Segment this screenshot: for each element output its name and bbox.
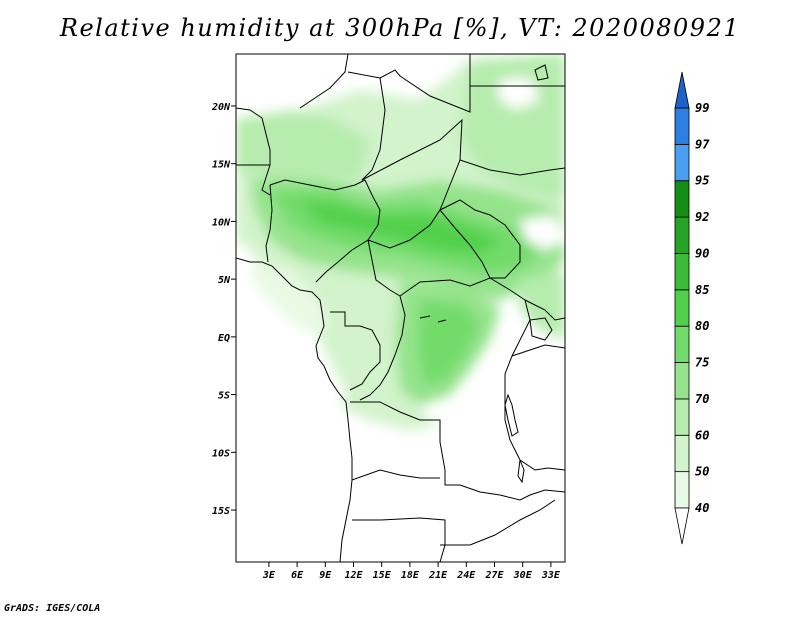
country-boundaries [236,54,565,562]
lon-tick-label: 15E [373,570,392,581]
humidity-shading [236,54,565,562]
lon-tick-label: 12E [344,570,363,581]
colorbar-label: 90 [695,246,709,260]
colorbar-below-triangle [674,507,690,545]
colorbar-label: 80 [695,319,709,333]
lon-tick-label: 9E [319,570,332,581]
credit-text: GrADS: IGES/COLA [4,603,101,614]
lat-tick-label: 10N [212,217,231,228]
colorbar-label: 50 [695,465,709,479]
lat-tick-label: 5N [218,275,231,286]
colorbar-label: 60 [695,428,709,442]
colorbar-label: 75 [695,356,709,370]
colorbar-swatch [674,362,690,400]
lat-tick-label: 15N [212,160,231,171]
map-frame [235,53,566,563]
colorbar: 40 50 60 70 75 80 85 90 92 95 97 99 [674,71,710,545]
lon-tick-label: 30E [513,570,533,581]
colorbar-swatch [674,216,690,254]
colorbar-above-triangle [674,71,690,109]
lat-tick-label: 15S [212,506,230,517]
colorbar-swatch [674,180,690,218]
latitude-axis: 20N 15N 10N 5N EQ 5S 10S 15S [211,102,236,517]
colorbar-swatch [674,143,690,182]
lat-tick-label: 20N [211,102,231,113]
colorbar-swatch [674,107,690,145]
colorbar-swatch [674,434,690,473]
colorbar-label: 92 [695,210,709,224]
colorbar-swatch [674,325,690,363]
map-title: Relative humidity at 300hPa [%], VT: 202… [59,14,741,42]
colorbar-label: 85 [695,283,709,297]
colorbar-label: 95 [695,174,709,188]
colorbar-swatch [674,471,690,509]
lon-tick-label: 33E [541,570,561,581]
colorbar-swatch [674,289,690,327]
lon-tick-label: 24E [456,570,476,581]
colorbar-label: 40 [695,501,709,515]
lon-tick-label: 18E [401,570,420,581]
lon-tick-label: 6E [291,570,304,581]
colorbar-swatch [674,253,690,291]
lat-tick-label: 5S [218,391,230,402]
lon-tick-label: 27E [484,570,504,581]
lat-tick-label: 10S [212,448,230,459]
colorbar-label: 99 [695,101,709,115]
longitude-axis: 3E 6E 9E 12E 15E 18E 21E 24E 27E 30E 33E [262,562,561,581]
colorbar-swatch [674,398,690,436]
colorbar-label: 97 [695,137,710,151]
colorbar-label: 70 [695,392,709,406]
lon-tick-label: 21E [428,570,448,581]
lat-tick-label: EQ [218,333,230,344]
lon-tick-label: 3E [262,570,276,581]
